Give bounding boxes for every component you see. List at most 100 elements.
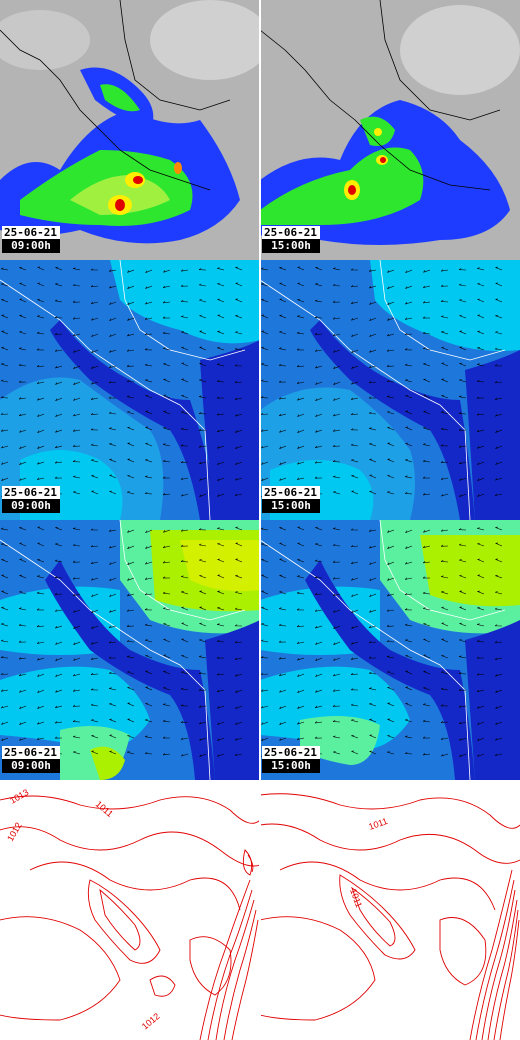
wind-arrow — [279, 299, 287, 303]
wind-arrow — [145, 561, 153, 565]
wind-arrow — [37, 641, 45, 644]
wind-arrow-head — [279, 413, 282, 417]
wind-arrow — [19, 705, 27, 709]
wind-arrow-head — [199, 639, 202, 641]
wind-arrow — [441, 379, 449, 383]
timestamp-label: 25-06-21 09:00h — [2, 746, 60, 773]
wind-arrow — [423, 608, 431, 611]
wind-arrow-head — [217, 267, 220, 269]
wind-arrow — [387, 719, 395, 723]
wind-arrow — [315, 445, 323, 449]
wind-arrow — [405, 545, 413, 549]
wind-arrow — [351, 593, 359, 597]
wind-arrow-head — [144, 332, 148, 335]
wind-arrow-head — [440, 687, 444, 690]
wind-arrow — [477, 543, 485, 547]
wind-arrow — [387, 529, 395, 533]
wind-arrow — [333, 625, 341, 629]
wind-arrow-head — [332, 577, 336, 580]
wind-arrow-head — [350, 561, 354, 564]
wind-arrow — [297, 397, 305, 401]
wind-arrow-head — [459, 639, 462, 641]
wind-arrow — [315, 397, 323, 401]
wind-arrow-head — [162, 331, 166, 334]
wind-arrow-head — [163, 703, 166, 705]
wind-arrow — [405, 459, 413, 463]
wind-arrow — [440, 301, 449, 303]
wind-arrow — [145, 577, 153, 580]
wind-arrow — [441, 461, 449, 464]
wind-arrow — [73, 641, 81, 645]
wind-arrow-head — [351, 334, 354, 337]
wind-arrow — [333, 491, 341, 495]
wind-arrow — [495, 331, 503, 335]
wind-arrow-head — [405, 719, 408, 721]
wind-arrow-head — [495, 574, 498, 576]
wind-arrow — [199, 575, 207, 579]
wind-arrow — [405, 529, 413, 533]
wind-arrow-head — [440, 444, 444, 447]
wind-arrow-head — [234, 657, 238, 660]
wind-arrow — [477, 591, 485, 595]
wind-arrow-head — [199, 559, 202, 561]
wind-arrow — [19, 365, 27, 367]
wind-arrow-head — [217, 754, 220, 757]
wind-arrow — [369, 365, 377, 369]
wind-arrow — [37, 381, 45, 384]
wind-arrow — [351, 545, 359, 548]
wind-arrow — [55, 397, 63, 401]
wind-arrow-head — [423, 703, 426, 705]
wind-arrow — [55, 267, 63, 271]
wind-arrow-head — [405, 735, 408, 737]
wind-arrow — [145, 427, 153, 431]
wind-arrow — [495, 299, 503, 303]
wind-arrow-head — [90, 688, 94, 691]
wind-arrow — [1, 607, 9, 611]
wind-arrow-head — [261, 705, 264, 709]
wind-arrow-head — [405, 270, 408, 273]
wind-arrow-head — [145, 270, 148, 273]
wind-arrow-head — [422, 753, 426, 756]
wind-arrow-head — [36, 737, 40, 740]
wind-arrow — [144, 753, 153, 755]
wind-arrow-head — [476, 673, 480, 676]
wind-arrow — [405, 671, 413, 675]
wind-arrow-head — [37, 315, 40, 317]
wind-arrow — [19, 575, 27, 579]
wind-arrow-head — [108, 641, 112, 644]
wind-arrow-head — [145, 639, 148, 641]
wind-arrow-head — [387, 411, 390, 413]
wind-arrow-head — [144, 348, 148, 351]
wind-arrow — [279, 315, 287, 319]
wind-arrow-head — [180, 529, 184, 532]
wind-arrow — [217, 493, 225, 497]
wind-arrow — [73, 381, 81, 385]
date-label: 25-06-21 — [262, 226, 320, 239]
wind-arrow — [441, 623, 449, 627]
wind-arrow-head — [477, 722, 480, 725]
wind-arrow — [387, 411, 395, 415]
wind-map-b-0900: 25-06-21 09:00h — [0, 520, 260, 780]
wind-arrow-head — [315, 690, 318, 693]
wind-arrow — [145, 395, 153, 399]
wind-arrow-head — [422, 591, 426, 594]
wind-arrow — [387, 285, 395, 289]
wind-arrow — [163, 720, 171, 723]
wind-arrow-head — [441, 411, 444, 413]
wind-arrow — [369, 561, 377, 565]
wind-arrow — [37, 299, 45, 303]
wind-arrow-head — [369, 350, 372, 353]
wind-arrow — [297, 625, 305, 628]
wind-arrow-head — [332, 429, 336, 432]
pressure-map-0900: 1013 1012 1011 1012 — [0, 780, 260, 1040]
wind-arrow — [279, 445, 287, 449]
wind-arrow — [235, 381, 243, 384]
wind-arrow — [477, 559, 485, 563]
wind-arrow-head — [494, 624, 498, 627]
wind-arrow — [73, 593, 81, 597]
wind-arrow-head — [422, 719, 426, 722]
wind-arrow-head — [350, 545, 354, 548]
wind-arrow-head — [91, 719, 94, 721]
wind-arrow-head — [423, 362, 426, 365]
wind-arrow-head — [260, 267, 264, 270]
